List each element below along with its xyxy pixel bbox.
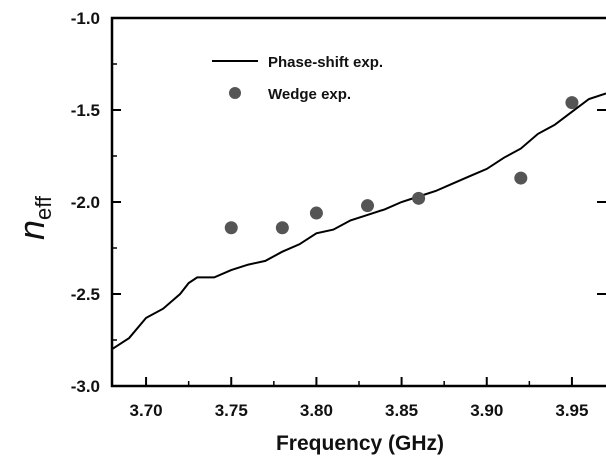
y-axis-title-text: neff: [11, 195, 56, 240]
series-points-wedge: [224, 96, 579, 235]
y-axis-ticks: -1.0 -1.5 -2.0 -2.5 -3.0: [71, 9, 606, 396]
x-tick-label: 3.85: [385, 401, 418, 420]
plot-area: 3.70 3.75 3.80 3.85 3.90 3.95 -1.0 -1.5 -2.0 -2.…: [71, 9, 606, 420]
y-axis-title: neff: [11, 195, 56, 240]
legend-label-wedge: Wedge exp.: [268, 86, 351, 103]
y-tick-label: -2.5: [71, 285, 100, 304]
legend-label-phase-shift: Phase-shift exp.: [268, 54, 383, 71]
data-point: [565, 96, 579, 110]
data-point: [275, 221, 289, 235]
plot-frame: [110, 16, 606, 388]
x-tick-label: 3.95: [555, 401, 588, 420]
y-axis-title-main: n: [11, 220, 52, 240]
x-tick-label: 3.80: [300, 401, 333, 420]
x-axis-ticks: 3.70 3.75 3.80 3.85 3.90 3.95: [130, 377, 588, 420]
x-tick-label: 3.90: [470, 401, 503, 420]
y-tick-label: -1.0: [71, 9, 100, 28]
x-tick-label: 3.75: [215, 401, 248, 420]
data-point: [224, 221, 238, 235]
x-axis-title: Frequency (GHz): [276, 432, 444, 455]
y-axis-title-sub: eff: [31, 195, 56, 220]
y-tick-label: -2.0: [71, 193, 100, 212]
series-line-phase-shift: [111, 92, 606, 351]
y-tick-label: -1.5: [71, 101, 100, 120]
data-point: [412, 191, 426, 205]
data-point: [514, 171, 528, 185]
legend-dot-swatch: [229, 87, 241, 99]
y-tick-label: -3.0: [71, 377, 100, 396]
x-tick-label: 3.70: [130, 401, 163, 420]
data-point: [309, 206, 323, 220]
data-point: [361, 199, 375, 213]
legend: Phase-shift exp. Wedge exp.: [212, 54, 383, 103]
